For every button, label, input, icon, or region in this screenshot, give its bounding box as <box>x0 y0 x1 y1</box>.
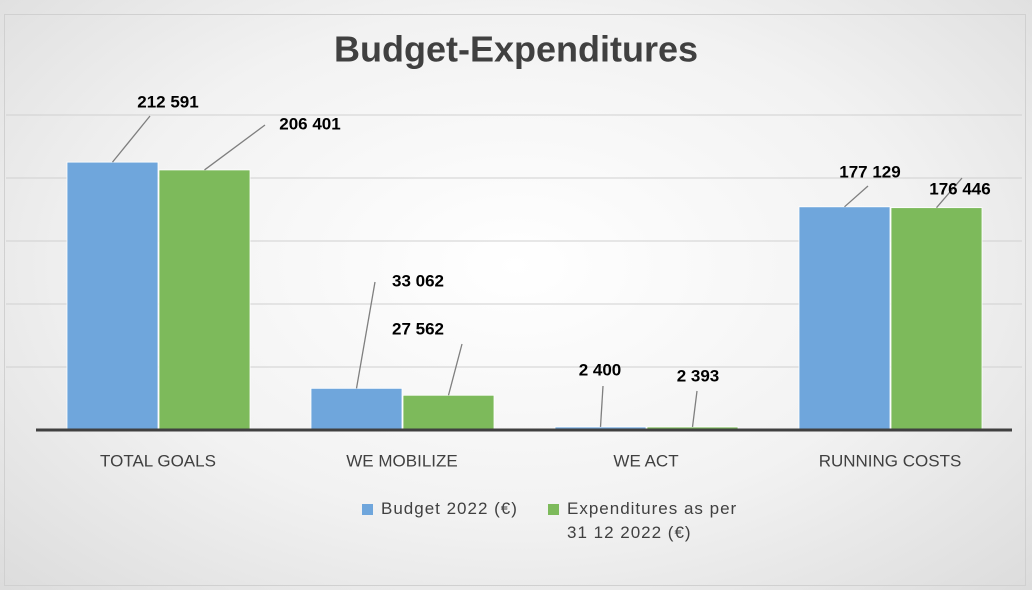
leader-line <box>599 385 604 428</box>
data-label: 2 393 <box>677 366 720 385</box>
data-label: 206 401 <box>279 114 340 133</box>
legend-swatch <box>548 504 559 515</box>
bar <box>798 206 891 431</box>
bar <box>310 387 403 431</box>
data-label: 27 562 <box>392 319 444 338</box>
leader-line <box>936 177 963 209</box>
x-tick-label: WE ACT <box>613 451 678 470</box>
data-label: 177 129 <box>839 162 900 181</box>
chart-frame <box>4 14 1026 586</box>
x-tick-label: RUNNING COSTS <box>819 451 962 470</box>
bar <box>402 394 495 431</box>
x-tick-label: TOTAL GOALS <box>100 451 216 470</box>
bar <box>890 207 983 431</box>
data-label: 212 591 <box>137 92 198 111</box>
leader-line <box>447 343 463 396</box>
legend-item: Budget 2022 (€) <box>362 497 532 521</box>
legend-label: Budget 2022 (€) <box>381 499 518 518</box>
leader-line <box>355 281 376 389</box>
legend-label: Expenditures as per 31 12 2022 (€) <box>567 499 738 542</box>
chart-title: Budget-Expenditures <box>334 29 698 70</box>
data-label: 176 446 <box>929 179 990 198</box>
legend-swatch <box>362 504 373 515</box>
leader-line <box>111 115 151 163</box>
bar <box>158 169 251 431</box>
legend-item: Expenditures as per 31 12 2022 (€) <box>548 497 748 545</box>
x-tick-label: WE MOBILIZE <box>346 451 457 470</box>
bar <box>66 161 159 431</box>
data-label: 33 062 <box>392 271 444 290</box>
leader-line <box>691 390 698 428</box>
leader-line <box>204 124 266 171</box>
leader-line <box>844 185 869 208</box>
data-label: 2 400 <box>579 360 622 379</box>
